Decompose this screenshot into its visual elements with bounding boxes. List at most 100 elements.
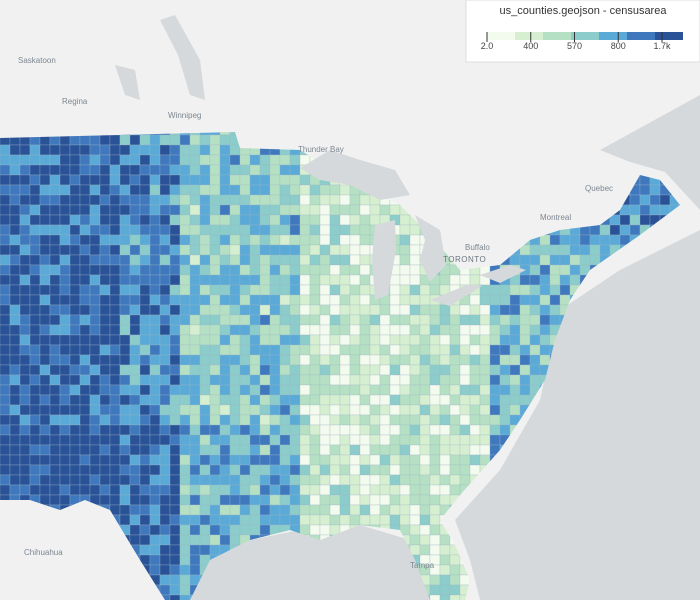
county: [29, 414, 41, 426]
county: [469, 294, 481, 306]
county: [29, 174, 41, 186]
county: [49, 294, 61, 306]
county: [489, 354, 501, 366]
county: [269, 294, 281, 306]
county: [539, 274, 551, 286]
county: [449, 414, 461, 426]
county: [0, 144, 11, 156]
county: [89, 304, 101, 316]
county: [369, 434, 381, 446]
county: [169, 594, 181, 600]
county: [299, 414, 311, 426]
county: [159, 284, 171, 296]
county: [249, 454, 261, 466]
county: [299, 234, 311, 246]
great-lakes: [300, 150, 526, 306]
county: [89, 184, 101, 196]
county: [239, 444, 251, 456]
county: [639, 214, 651, 226]
county: [149, 524, 161, 536]
county: [279, 474, 291, 486]
county: [19, 434, 31, 446]
county: [339, 514, 351, 526]
county: [239, 234, 251, 246]
county: [69, 484, 81, 496]
county: [189, 204, 201, 216]
county: [389, 514, 401, 526]
county: [0, 374, 11, 386]
county: [119, 284, 131, 296]
county: [169, 144, 181, 156]
county: [379, 354, 391, 366]
county: [179, 314, 191, 326]
county: [119, 444, 131, 456]
county: [419, 374, 431, 386]
county: [319, 374, 331, 386]
county: [279, 154, 291, 166]
county: [209, 334, 221, 346]
county: [359, 404, 371, 416]
county: [229, 444, 241, 456]
county: [299, 404, 311, 416]
county: [459, 324, 471, 336]
county: [239, 424, 251, 436]
county: [119, 364, 131, 376]
county: [349, 494, 361, 506]
county: [419, 344, 431, 356]
county: [29, 184, 41, 196]
county: [269, 354, 281, 366]
county: [329, 364, 341, 376]
county: [619, 214, 631, 226]
county: [239, 524, 251, 536]
county: [49, 394, 61, 406]
county: [369, 214, 381, 226]
county: [139, 474, 151, 486]
county: [209, 534, 221, 546]
county: [179, 344, 191, 356]
county: [189, 274, 201, 286]
county: [379, 414, 391, 426]
county: [499, 374, 511, 386]
county: [179, 304, 191, 316]
county: [419, 504, 431, 516]
county: [69, 334, 81, 346]
county: [149, 174, 161, 186]
county: [159, 154, 171, 166]
county: [269, 424, 281, 436]
county: [119, 384, 131, 396]
county: [179, 534, 191, 546]
county: [279, 454, 291, 466]
county: [369, 374, 381, 386]
county: [329, 304, 341, 316]
county: [399, 454, 411, 466]
county: [69, 254, 81, 266]
county: [489, 304, 501, 316]
county: [359, 254, 371, 266]
county: [539, 234, 551, 246]
county: [89, 334, 101, 346]
county: [389, 314, 401, 326]
county: [439, 274, 451, 286]
county: [169, 474, 181, 486]
county: [359, 334, 371, 346]
county: [199, 544, 211, 556]
county: [399, 334, 411, 346]
county: [469, 374, 481, 386]
county: [129, 354, 141, 366]
county: [319, 294, 331, 306]
county: [49, 174, 61, 186]
county: [109, 464, 121, 476]
county: [129, 214, 141, 226]
county: [459, 474, 471, 486]
county: [549, 284, 561, 296]
county: [9, 484, 21, 496]
county: [419, 384, 431, 396]
county: [49, 464, 61, 476]
county: [469, 344, 481, 356]
county: [359, 274, 371, 286]
county: [559, 274, 571, 286]
county: [269, 304, 281, 316]
county: [259, 244, 271, 256]
county: [119, 174, 131, 186]
county: [329, 334, 341, 346]
